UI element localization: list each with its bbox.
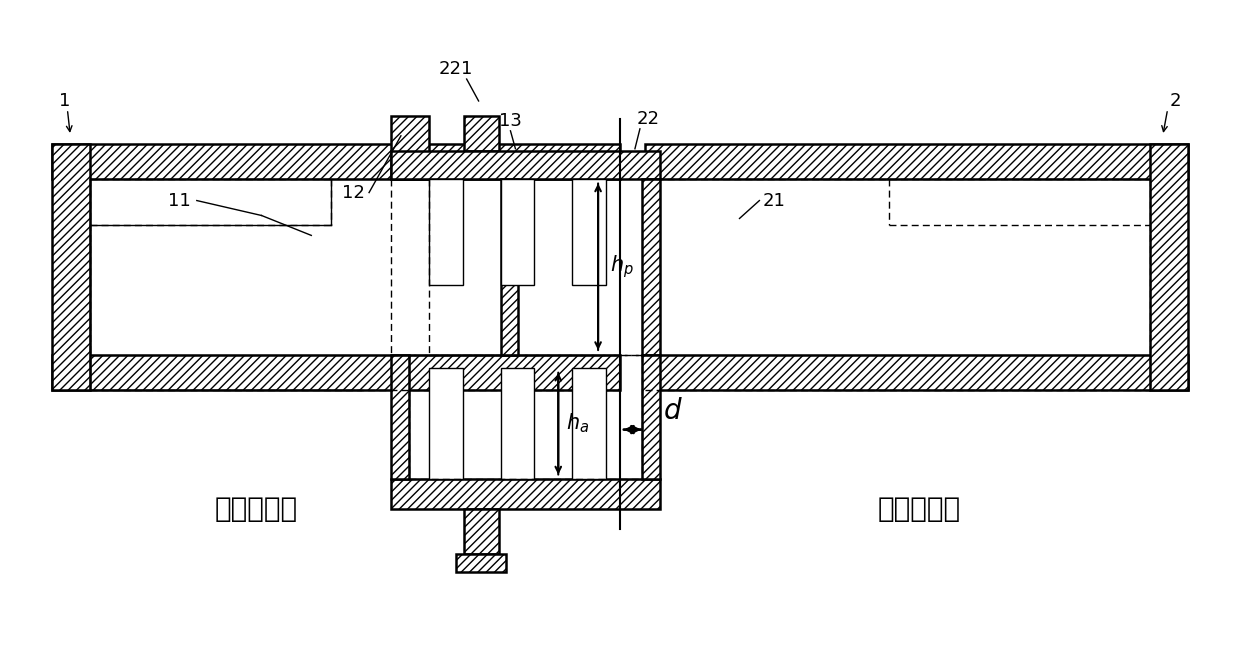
Bar [501,179,518,355]
Bar [455,554,506,572]
Text: 11: 11 [169,191,191,209]
Bar [391,150,660,179]
Bar [642,355,660,479]
Bar [572,368,606,479]
Text: $h_a$: $h_a$ [567,412,589,436]
Bar [645,355,1188,390]
Bar [52,355,620,390]
Bar [1149,144,1188,390]
Bar [52,144,91,390]
Bar [642,179,660,355]
Bar [501,179,534,285]
Bar [572,179,606,285]
Text: 21: 21 [763,191,786,209]
Bar [52,144,620,179]
Text: 第一连接部: 第一连接部 [215,495,298,523]
Text: 2: 2 [1169,92,1182,110]
Text: $h_p$: $h_p$ [610,253,634,280]
Bar [391,116,429,179]
Bar [391,479,660,510]
Bar [645,144,1188,179]
Bar [501,368,534,479]
Text: 第二连接部: 第二连接部 [877,495,960,523]
Text: 12: 12 [342,183,365,201]
Bar [429,368,463,479]
Bar [391,355,409,479]
Bar [429,179,463,285]
Text: $d$: $d$ [663,398,682,425]
Text: 13: 13 [498,112,522,130]
Text: 22: 22 [636,110,660,128]
Text: 1: 1 [58,92,69,110]
Text: 221: 221 [439,60,472,78]
Bar [464,510,498,554]
Bar [464,116,498,150]
